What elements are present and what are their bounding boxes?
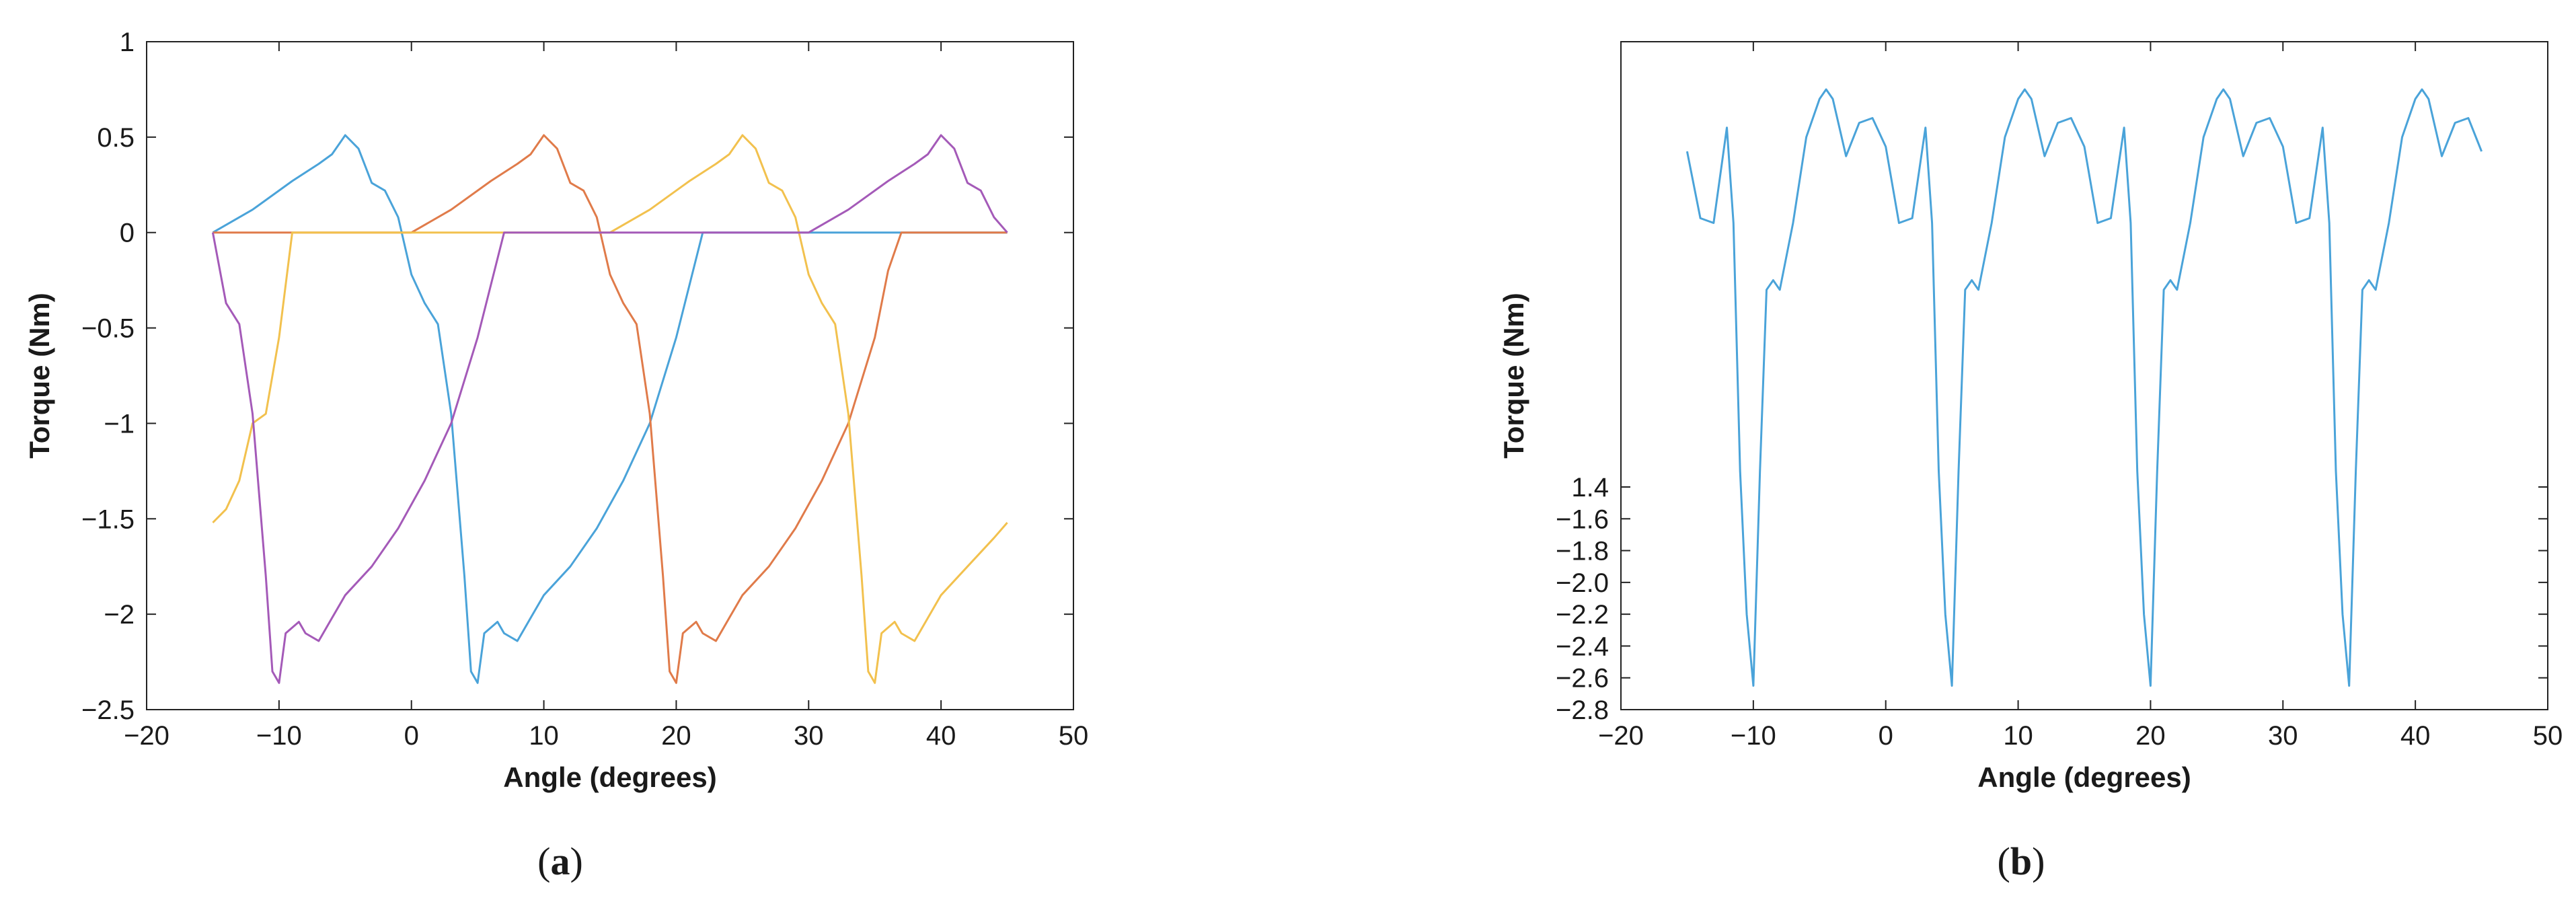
panel-caption-b: (b) (1998, 839, 2045, 883)
chart-panel-b: 1.4−1.6−1.8−2.0−2.2−2.4−2.6−2.8 −20 −10 0 1… (1498, 41, 2563, 793)
x-tick-label: −10 (1731, 721, 1776, 751)
series-line-4 (211, 134, 1008, 684)
x-tick-label: 40 (2400, 721, 2431, 751)
y-tick-label: 0.5 (97, 123, 135, 153)
y-tick-label: −0.5 (81, 314, 135, 344)
chart-panel-a: 10.50−0.5−1−1.5−2−2.5 −20 −10 0 10 20 30 40 50 … (24, 28, 1088, 793)
y-tick-label: −2.5 (81, 696, 135, 725)
x-axis-label-a: Angle (degrees) (503, 761, 716, 793)
series-group-b (1685, 88, 2483, 687)
x-ticks-a: −20 −10 0 10 20 30 40 50 (124, 42, 1088, 751)
plot-frame-a (146, 41, 1074, 710)
y-tick-label: −1.5 (81, 504, 135, 534)
x-tick-label: 0 (1879, 721, 1893, 751)
x-tick-label: 50 (2533, 721, 2563, 751)
x-axis-label-b: Angle (degrees) (1977, 761, 2191, 793)
x-tick-label: 10 (529, 721, 559, 751)
x-tick-label: 50 (1059, 721, 1089, 751)
y-axis-label-b: Torque (Nm) (1498, 293, 1529, 459)
series-group-a (211, 134, 1008, 684)
y-tick-label: 1.4 (1571, 473, 1609, 502)
x-ticks-b: −20 −10 0 10 20 30 40 50 (1598, 42, 2563, 751)
y-tick-label: −2.6 (1556, 664, 1609, 693)
y-tick-label: −2.8 (1556, 696, 1609, 725)
x-tick-label: 20 (2135, 721, 2166, 751)
x-tick-label: 30 (2268, 721, 2298, 751)
panel-caption-a: (a) (537, 839, 583, 883)
y-tick-label: −1.6 (1556, 504, 1609, 534)
y-tick-label: −2.0 (1556, 568, 1609, 598)
y-tick-label: −1.8 (1556, 537, 1609, 566)
x-tick-label: 20 (661, 721, 691, 751)
y-tick-label: −2.4 (1556, 632, 1609, 661)
series-line-2 (213, 134, 1008, 684)
y-ticks-a: 1 0.5 0 −0.5 −1 −1.5 −2 −2.5 (81, 28, 1073, 725)
series-line-1 (212, 134, 1008, 684)
y-axis-label-a: Torque (Nm) (24, 293, 55, 459)
x-tick-label: −20 (124, 721, 169, 751)
y-tick-label: 1 (120, 28, 135, 57)
series-line-3 (212, 134, 1008, 684)
y-tick-label: −2.2 (1556, 600, 1609, 630)
x-tick-label: 0 (404, 721, 419, 751)
series-line-1 (1685, 88, 2483, 687)
x-tick-label: 40 (926, 721, 956, 751)
x-tick-label: 30 (794, 721, 824, 751)
y-tick-label: −2 (104, 600, 135, 630)
x-tick-label: −10 (256, 721, 302, 751)
plot-frame-b (1620, 41, 2548, 710)
x-tick-label: 10 (2003, 721, 2033, 751)
y-tick-label: −1 (104, 409, 135, 439)
y-tick-label: 0 (120, 219, 135, 248)
y-ticks-b: 1.4−1.6 −1.8−2.0−2.2−2.4 −2.6 −2.8 (1556, 473, 2548, 725)
x-tick-label: −20 (1598, 721, 1644, 751)
